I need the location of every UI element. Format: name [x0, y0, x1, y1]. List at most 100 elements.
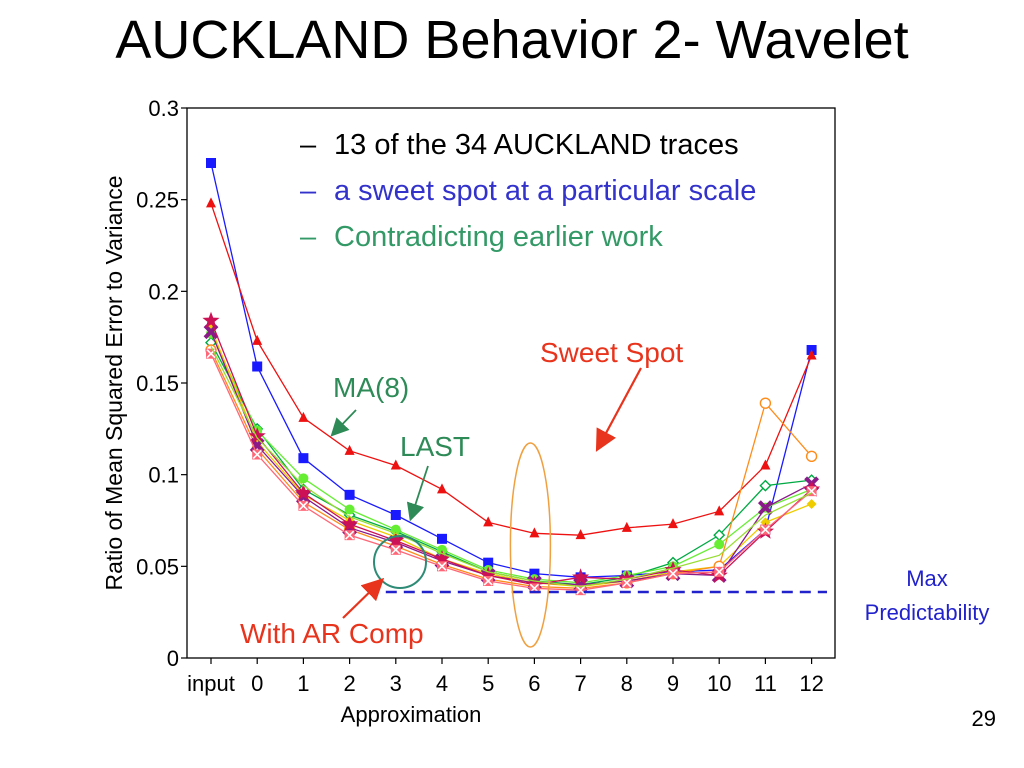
data-point — [298, 453, 309, 464]
y-tick-label: 0.3 — [148, 96, 179, 121]
data-point — [206, 158, 216, 168]
y-axis: 0 0.05 0.1 0.15 0.2 0.25 0.3 Ratio of Mean Squa… — [101, 96, 187, 671]
x-tick-label: 9 — [667, 671, 679, 696]
data-point — [248, 427, 266, 444]
x-tick-label: input — [187, 671, 235, 696]
ma8-label: MA(8) — [333, 372, 409, 403]
data-point — [203, 324, 219, 340]
bullet-item: – a sweet spot at a particular scale — [300, 174, 820, 208]
series — [202, 311, 821, 592]
ma8-arrow — [330, 409, 357, 437]
data-point — [759, 479, 772, 492]
data-point — [298, 473, 309, 484]
series — [210, 346, 812, 588]
data-point — [483, 516, 494, 527]
bullet-marker: – — [300, 129, 317, 161]
bullet-list: – 13 of the 34 AUCKLAND traces – a sweet… — [300, 128, 820, 266]
series — [205, 336, 818, 591]
data-point — [252, 334, 263, 345]
data-point — [433, 550, 451, 567]
bullet-text: a sweet spot at a particular scale — [334, 175, 757, 207]
max-predictability-label: Max — [906, 566, 948, 591]
data-point-x — [391, 545, 401, 555]
series — [205, 344, 818, 595]
data-point-x — [298, 501, 308, 511]
data-point-x — [576, 585, 586, 595]
data-point-x — [714, 567, 724, 577]
x-tick-label: 6 — [528, 671, 540, 696]
bullet-text: Contradicting earlier work — [334, 221, 663, 253]
data-point — [806, 349, 817, 360]
x-tick-label: 7 — [574, 671, 586, 696]
x-tick-label: 11 — [754, 671, 777, 696]
data-point — [575, 529, 586, 540]
series — [206, 328, 817, 588]
data-point — [298, 411, 309, 422]
last-label: LAST — [400, 431, 470, 462]
series — [203, 324, 820, 593]
x-tick-label: 10 — [707, 671, 731, 696]
y-tick-label: 0.05 — [136, 554, 179, 579]
data-point — [294, 484, 312, 501]
data-point-x — [760, 525, 770, 535]
data-point — [805, 450, 818, 463]
data-point — [437, 533, 447, 544]
series-line — [210, 346, 812, 588]
data-point — [479, 566, 497, 583]
y-tick-label: 0 — [167, 646, 179, 671]
x-tick-label: 2 — [343, 671, 355, 696]
data-point-x — [252, 449, 262, 460]
with-ar-comp-label: With AR Comp — [240, 618, 424, 649]
x-tick-label: 8 — [621, 671, 633, 696]
bullet-marker: – — [300, 221, 317, 253]
data-point — [759, 397, 772, 409]
data-point — [806, 499, 817, 509]
y-tick-label: 0.25 — [136, 188, 179, 213]
y-tick-label: 0.2 — [148, 279, 179, 304]
data-point — [714, 539, 725, 550]
sweet-spot-label: Sweet Spot — [540, 337, 683, 368]
data-point — [206, 197, 216, 208]
x-tick-label: 3 — [390, 671, 402, 696]
series — [206, 323, 817, 592]
series-line — [210, 353, 813, 591]
y-axis-label: Ratio of Mean Squared Error to Variance — [101, 175, 127, 590]
data-point — [529, 568, 540, 579]
data-point — [621, 521, 632, 532]
data-point — [437, 483, 447, 494]
y-tick-label: 0.1 — [148, 463, 179, 488]
page-number: 29 — [971, 706, 996, 731]
with-ar-comp-arrow — [342, 577, 385, 619]
data-point — [344, 489, 355, 500]
ar-comp-circle — [373, 535, 427, 589]
x-tick-label: 12 — [799, 671, 823, 696]
data-point — [757, 500, 773, 516]
data-point — [344, 504, 355, 515]
data-point — [387, 531, 405, 548]
x-axis-label: Approximation — [341, 702, 482, 727]
x-tick-label: 4 — [436, 671, 448, 696]
data-point — [202, 311, 220, 328]
slide-title: AUCKLAND Behavior 2- Wavelet — [115, 10, 909, 70]
data-point — [714, 505, 725, 516]
data-point-x — [345, 530, 355, 540]
x-tick-label: 5 — [482, 671, 494, 696]
data-point-x — [437, 561, 447, 571]
bullet-item: – Contradicting earlier work — [300, 220, 820, 254]
data-point — [390, 510, 401, 520]
bullet-item: – 13 of the 34 AUCKLAND traces — [300, 128, 820, 162]
last-arrow — [406, 465, 429, 522]
y-tick-label: 0.15 — [136, 371, 179, 396]
bullet-text: 13 of the 34 AUCKLAND traces — [334, 129, 739, 161]
data-point — [341, 515, 359, 532]
max-predictability-label: Predictability — [865, 600, 990, 625]
annotation-layer: Sweet Spot MA(8) LAST With AR Comp Max Predic… — [240, 337, 989, 649]
data-point-x — [668, 569, 678, 579]
data-point — [529, 527, 540, 538]
data-point — [252, 361, 263, 372]
x-tick-label: 0 — [251, 671, 263, 696]
data-point-x — [483, 576, 493, 586]
sweet-spot-arrow — [595, 367, 642, 452]
